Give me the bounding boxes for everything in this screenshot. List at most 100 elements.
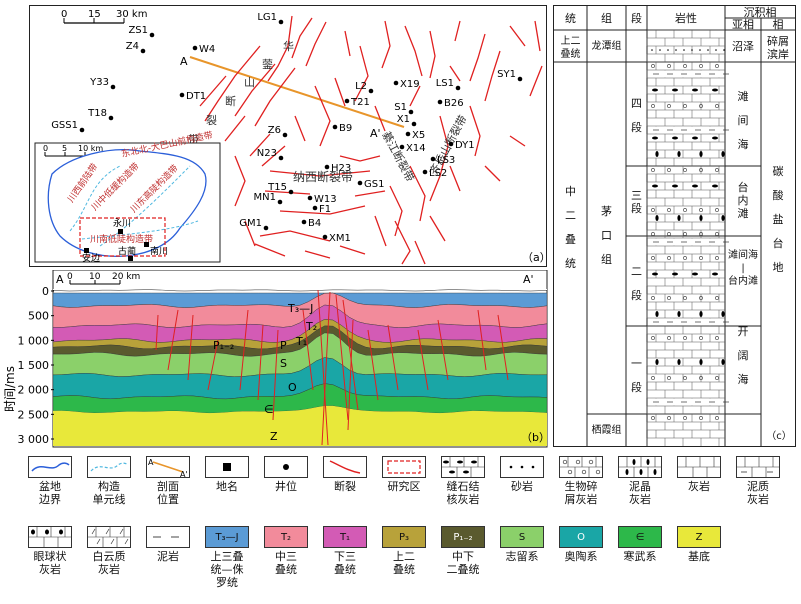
fault-label-char: 裂 bbox=[206, 114, 217, 127]
well-marker[interactable]: B26 bbox=[437, 98, 464, 109]
well-marker[interactable]: W13 bbox=[307, 194, 337, 205]
well-marker[interactable]: L2 bbox=[355, 81, 374, 94]
well-marker[interactable]: LS1 bbox=[436, 78, 461, 91]
legend-label: 下三 叠统 bbox=[334, 550, 356, 576]
well-marker[interactable]: B4 bbox=[301, 218, 322, 229]
section-fault bbox=[167, 309, 179, 371]
well-marker[interactable]: X5 bbox=[405, 130, 426, 141]
well-label: LS2 bbox=[429, 168, 447, 179]
legend-label: 研究区 bbox=[387, 480, 421, 493]
fault-line bbox=[279, 205, 366, 215]
legend-label: 基底 bbox=[688, 550, 710, 563]
study-area-box[interactable] bbox=[79, 217, 166, 257]
well-marker[interactable]: W4 bbox=[192, 44, 216, 55]
well-label: GS1 bbox=[364, 179, 384, 190]
well-marker[interactable]: DT1 bbox=[179, 91, 206, 102]
well-label: T15 bbox=[267, 182, 287, 193]
fault-line-icon bbox=[323, 456, 367, 478]
fault-line bbox=[314, 85, 331, 147]
well-marker[interactable]: XM1 bbox=[322, 233, 351, 244]
fault-line bbox=[254, 67, 296, 127]
legend-item-nodular-limestone: 缝石结 核灰岩 bbox=[433, 456, 493, 506]
section-fault bbox=[497, 314, 509, 381]
well-label: T18 bbox=[87, 108, 107, 119]
mudstone-icon bbox=[146, 526, 190, 548]
legend-item-fault-line: 断裂 bbox=[315, 456, 375, 493]
fault-label-char: 断 bbox=[225, 94, 236, 108]
well-marker[interactable]: T15 bbox=[267, 182, 294, 195]
well-label: T21 bbox=[350, 97, 370, 108]
well-dot-icon bbox=[393, 80, 399, 86]
legend-label: 地名 bbox=[216, 480, 238, 493]
well-marker[interactable]: GM1 bbox=[239, 218, 269, 231]
legend-label: 构造 单元线 bbox=[92, 480, 126, 506]
place-square-icon bbox=[118, 229, 123, 234]
fault-line bbox=[199, 75, 227, 107]
legend-item-study-area: 研究区 bbox=[374, 456, 434, 493]
well-marker[interactable]: LG1 bbox=[257, 12, 284, 25]
well-marker[interactable]: X19 bbox=[393, 79, 420, 90]
legend-label: 生物碎 屑灰岩 bbox=[564, 480, 598, 506]
well-marker[interactable]: Z6 bbox=[268, 125, 288, 138]
well-marker[interactable]: GSS1 bbox=[51, 120, 85, 133]
section-fault bbox=[387, 324, 399, 391]
place-square-icon bbox=[205, 456, 249, 478]
y-tick-label: 500 bbox=[28, 310, 49, 323]
unit-maokou: 茅 口 组 bbox=[601, 205, 612, 266]
unit-zhong-er: 中 二 叠 统 bbox=[565, 185, 576, 270]
well-marker[interactable]: LS2 bbox=[422, 168, 448, 179]
legend-item-strata-8: S 志留系 bbox=[492, 526, 552, 563]
well-marker[interactable]: X14 bbox=[399, 143, 426, 154]
well-marker[interactable]: S1 bbox=[394, 102, 414, 115]
well-marker[interactable]: LS3 bbox=[430, 155, 456, 166]
well-marker[interactable]: SY1 bbox=[497, 69, 523, 82]
well-marker[interactable]: T21 bbox=[344, 97, 370, 108]
well-marker[interactable]: N23 bbox=[257, 148, 284, 161]
well-dot-icon bbox=[324, 164, 330, 170]
section-fault bbox=[342, 299, 359, 411]
header-yanxing: 岩性 bbox=[675, 12, 697, 25]
strata-swatch: T₁ bbox=[323, 526, 367, 548]
map-scale-mid: 15 bbox=[88, 9, 101, 20]
fault-line bbox=[469, 105, 481, 157]
legend-label: 砂岩 bbox=[511, 480, 533, 493]
well-marker[interactable]: DY1 bbox=[448, 140, 475, 151]
well-marker[interactable]: H23 bbox=[324, 163, 352, 174]
well-marker[interactable]: GS1 bbox=[357, 179, 385, 190]
strata-swatch: S bbox=[500, 526, 544, 548]
section-label-a-prime: A' bbox=[523, 273, 534, 286]
well-label: MN1 bbox=[254, 192, 276, 203]
well-marker[interactable]: T18 bbox=[87, 108, 114, 121]
legend-item-well-dot: 井位 bbox=[256, 456, 316, 493]
legend-label: 中三 叠统 bbox=[275, 550, 297, 576]
well-marker[interactable]: MN1 bbox=[254, 192, 283, 205]
well-marker[interactable]: X1 bbox=[397, 114, 417, 127]
well-marker[interactable]: Y33 bbox=[89, 77, 116, 90]
legend-label: 上三叠 统—侏 罗统 bbox=[210, 550, 244, 589]
well-label: Z4 bbox=[126, 41, 139, 52]
fault-line bbox=[509, 135, 526, 147]
fault-line bbox=[414, 240, 426, 265]
fault-label-char: 蓥 bbox=[262, 58, 273, 71]
well-dot-icon bbox=[422, 169, 428, 175]
inset-scale-zero: 0 bbox=[43, 144, 48, 153]
section-y-ticks: 0 500 1 000 1 500 2 000 2 500 3 000 bbox=[18, 285, 54, 446]
well-dot-icon bbox=[108, 115, 114, 121]
well-label: LG1 bbox=[257, 12, 277, 23]
legend-item-dolomitic-limestone: 白云质 灰岩 bbox=[79, 526, 139, 576]
well-marker[interactable]: B9 bbox=[332, 123, 353, 134]
well-marker[interactable]: Z4 bbox=[126, 41, 146, 54]
section-fault bbox=[187, 314, 194, 381]
fault-line bbox=[389, 185, 403, 237]
well-marker[interactable]: F1 bbox=[312, 204, 331, 215]
well-dot-icon bbox=[368, 88, 374, 94]
inset-scale-mid: 5 bbox=[62, 144, 67, 153]
section-line-aa[interactable] bbox=[189, 56, 405, 128]
well-label: XM1 bbox=[329, 233, 351, 244]
limestone-icon bbox=[677, 456, 721, 478]
section-scale-zero: 0 bbox=[67, 272, 73, 282]
fault-line bbox=[234, 155, 246, 207]
well-marker[interactable]: ZS1 bbox=[128, 25, 155, 38]
duan-2: 二 段 bbox=[631, 265, 642, 302]
map-panel: 0 15 30 km A A' 华 蓥 山 断 裂 带 纳西断裂带 綦江断裂带 … bbox=[29, 5, 551, 267]
